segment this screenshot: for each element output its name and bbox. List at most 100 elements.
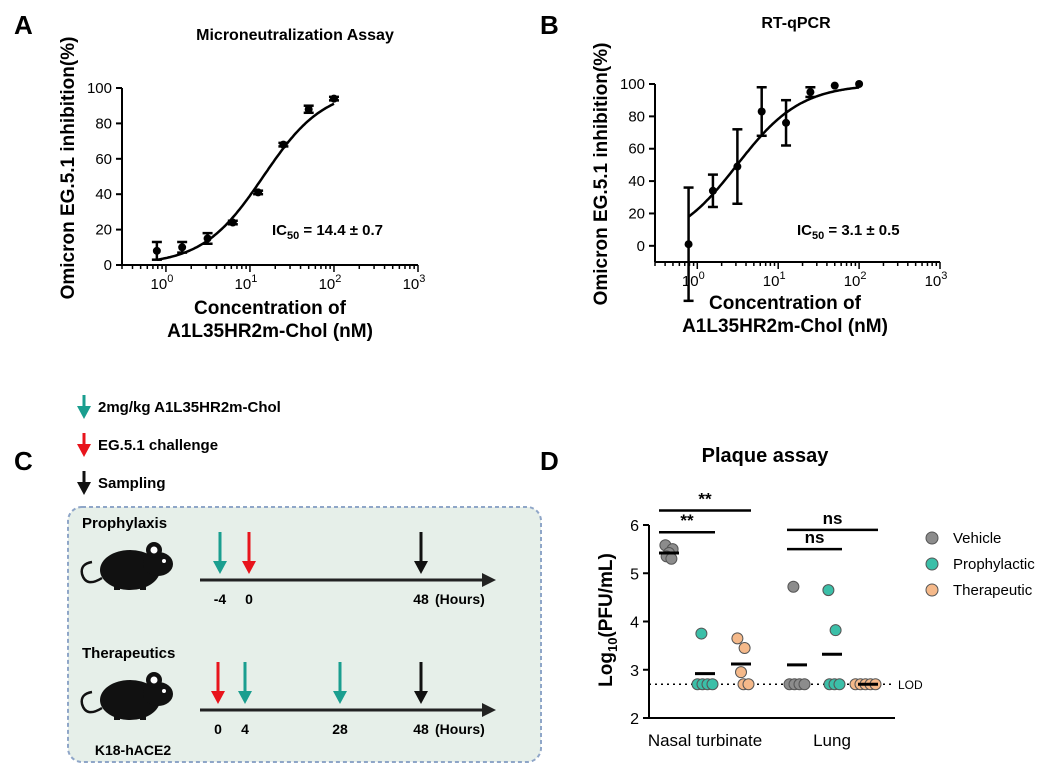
- mouse-icon: [80, 542, 173, 590]
- chart-d-ytick-label: 2: [630, 711, 639, 728]
- chart-b-xlabel-line1: Concentration of: [709, 293, 862, 314]
- timeline-event-label: 48: [413, 721, 429, 737]
- timeline-event-label: 4: [241, 721, 249, 737]
- chart-b-ytick-label: 100: [620, 76, 645, 93]
- chart-d-point-prophylactic: [695, 627, 708, 640]
- chart-a-data-point: [329, 94, 338, 103]
- plaque-legend: Vehicle Prophylactic Therapeutic: [925, 530, 1035, 599]
- chart-d-ytick-label: 5: [630, 566, 639, 583]
- timeline-event-label: 28: [332, 721, 348, 737]
- timeline-event-arrow: [213, 561, 227, 574]
- chart-a-ytick-label: 40: [95, 186, 112, 203]
- mouse-ear-inner: [150, 676, 158, 684]
- chart-b-ylabel: Omicron EG.5.1 inhibition(%): [591, 43, 612, 306]
- mouse-foot: [140, 584, 146, 590]
- chart-b-data-point: [733, 162, 742, 171]
- timeline-event-label: -4: [214, 591, 227, 607]
- timeline-title: Prophylaxis: [82, 515, 167, 532]
- chart-b-data-point: [855, 80, 864, 88]
- timeline-event-arrow: [414, 691, 428, 704]
- chart-b-ytick-label: 0: [637, 238, 645, 255]
- chart-d-point-prophylactic: [822, 584, 835, 597]
- mouse-tail: [80, 690, 103, 714]
- mouse-strain-label: K18-hACE2: [95, 742, 171, 758]
- panel-d-chart: Plaque assay Log10(PFU/mL) Vehicle Prophy…: [596, 445, 1035, 750]
- chart-b-fit-curve: [687, 86, 860, 218]
- legend-arrow-black: [77, 482, 91, 495]
- chart-a-xtick-label: 102: [319, 273, 342, 293]
- timeline-arrowhead: [482, 573, 496, 587]
- chart-b-data-point: [684, 240, 693, 249]
- chart-a-ytick-label: 60: [95, 151, 112, 168]
- chart-d-category-label: Lung: [813, 731, 851, 750]
- chart-d-point-vehicle: [787, 580, 800, 593]
- chart-a-data-point: [228, 218, 237, 227]
- chart-d-point-therapeutic: [731, 632, 744, 645]
- timeline-event-arrow: [238, 691, 252, 704]
- chart-b-xtick-label: 103: [925, 270, 948, 290]
- chart-b-ytick-label: 40: [628, 173, 645, 190]
- chart-b-xtick-label: 101: [763, 270, 786, 290]
- legend-arrow-red: [77, 444, 91, 457]
- timeline-event-arrow: [333, 691, 347, 704]
- chart-b-data-point: [757, 107, 766, 116]
- panel-label-d: D: [540, 446, 559, 476]
- timeline-title: Therapeutics: [82, 645, 175, 662]
- chart-d-point-therapeutic: [738, 642, 751, 655]
- chart-d-point-prophylactic: [833, 678, 846, 691]
- mouse-icon: [80, 672, 173, 720]
- timeline-event-label: 0: [214, 721, 222, 737]
- chart-b-xtick-label: 100: [682, 270, 705, 290]
- legend-label-therapeutic: Therapeutic: [953, 582, 1033, 599]
- mouse-eye: [162, 689, 166, 693]
- chart-d-point-prophylactic: [829, 624, 842, 637]
- chart-d-significance-label: ns: [823, 509, 843, 528]
- chart-b-ic50-annotation: IC50 = 3.1 ± 0.5: [797, 222, 900, 242]
- legend-label: 2mg/kg A1L35HR2m-Chol: [98, 399, 281, 416]
- mouse-head: [143, 552, 173, 576]
- panel-label-b: B: [540, 10, 559, 40]
- chart-a-title: Microneutralization Assay: [196, 27, 394, 44]
- timeline-event-arrow: [211, 691, 225, 704]
- chart-d-point-therapeutic: [735, 666, 747, 679]
- chart-d-title: Plaque assay: [702, 445, 830, 467]
- chart-d-significance-label: **: [698, 490, 712, 509]
- chart-a-ylabel: Omicron EG.5.1 inhibition(%): [58, 37, 79, 300]
- timeline-unit: (Hours): [435, 591, 485, 607]
- timeline-event-label: 0: [245, 591, 253, 607]
- chart-b-xtick-label: 102: [844, 270, 867, 290]
- chart-d-ylabel: Log10(PFU/mL): [596, 553, 620, 687]
- timeline-arrowhead: [482, 703, 496, 717]
- chart-a-ytick-label: 80: [95, 115, 112, 132]
- chart-d-point-prophylactic: [706, 678, 719, 691]
- chart-b-ytick-label: 60: [628, 141, 645, 158]
- legend-marker-therapeutic: [925, 583, 939, 597]
- mouse-foot: [114, 584, 120, 590]
- chart-d-significance-label: ns: [805, 528, 825, 547]
- chart-a-ytick-label: 20: [95, 222, 112, 239]
- mouse-ear-inner: [150, 546, 158, 554]
- panel-c-timeline: 2mg/kg A1L35HR2m-Chol EG.5.1 challenge Sam…: [67, 395, 542, 763]
- mouse-foot: [140, 714, 146, 720]
- legend-arrow-teal: [77, 406, 91, 419]
- chart-d-point-vehicle: [665, 552, 678, 565]
- chart-a-ytick-label: 100: [87, 80, 112, 97]
- chart-a-data-point: [178, 243, 187, 252]
- timeline-unit: (Hours): [435, 721, 485, 737]
- chart-b-xlabel-line2: A1L35HR2m-Chol (nM): [682, 316, 888, 337]
- legend-label: Sampling: [98, 475, 166, 492]
- treatment-legend: 2mg/kg A1L35HR2m-Chol EG.5.1 challenge Sam…: [77, 395, 281, 495]
- chart-d-ytick-label: 3: [630, 663, 639, 680]
- mouse-foot: [114, 714, 120, 720]
- chart-a-ytick-label: 0: [104, 257, 112, 274]
- mouse-tail: [80, 560, 103, 584]
- chart-d-lod-label: LOD: [898, 678, 923, 692]
- chart-a-xtick-label: 100: [151, 273, 174, 293]
- chart-d-point-therapeutic: [742, 678, 755, 691]
- panel-label-c: C: [14, 446, 33, 476]
- chart-d-point-vehicle: [798, 678, 811, 691]
- timelines: Prophylaxis -4 0 48 (Hours) Therapeutics K18-h…: [80, 515, 496, 758]
- chart-a-data-point: [152, 246, 161, 255]
- chart-b-ytick-label: 80: [628, 108, 645, 125]
